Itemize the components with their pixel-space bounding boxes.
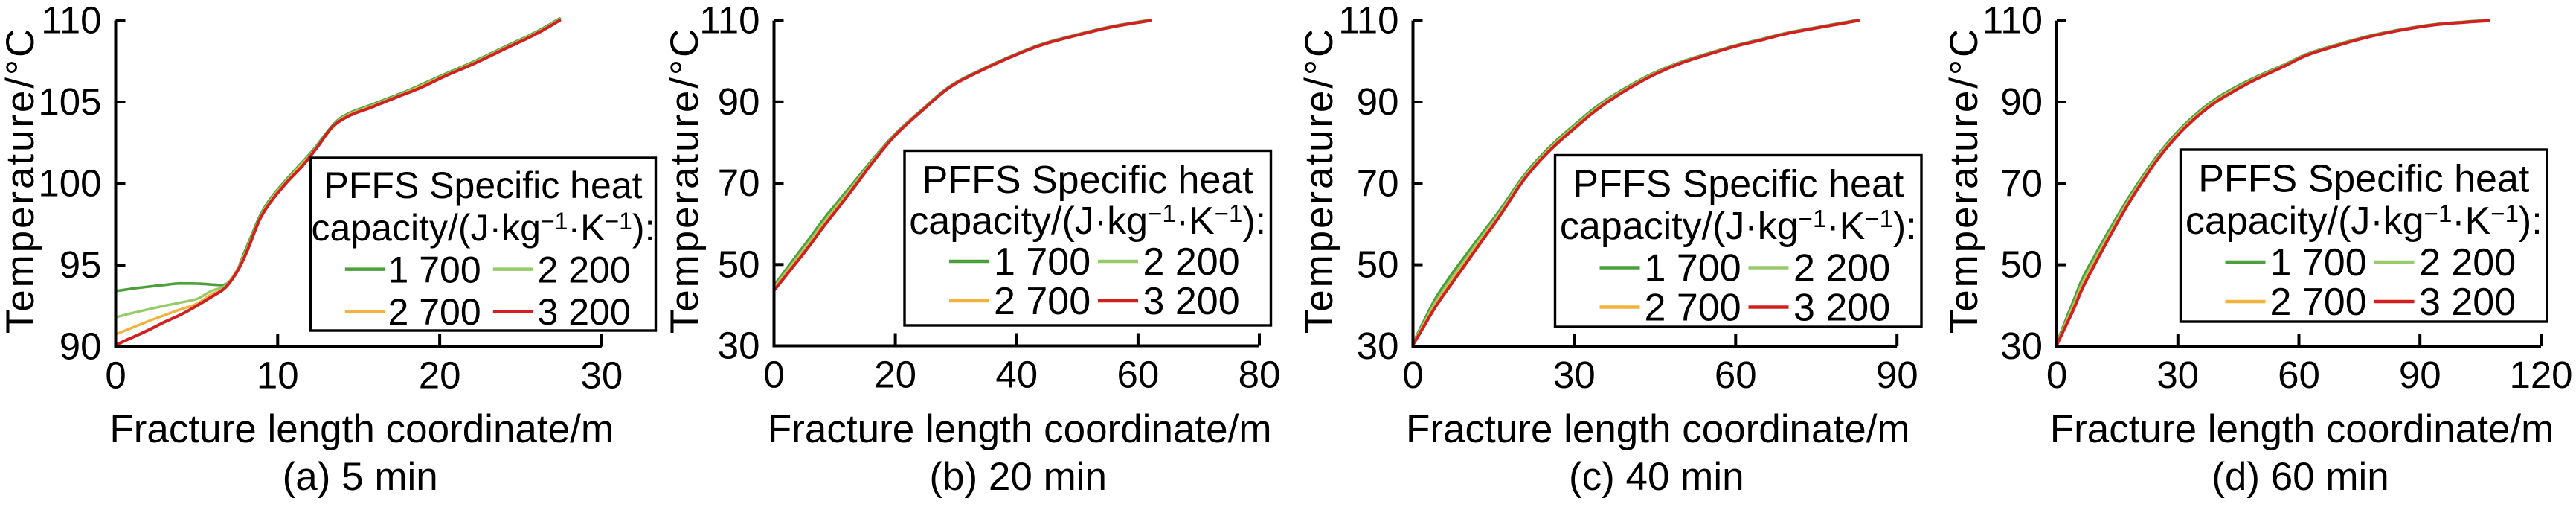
svg-text:30: 30 xyxy=(2000,325,2043,367)
svg-text:90: 90 xyxy=(2000,80,2043,123)
svg-text:2 700: 2 700 xyxy=(388,291,481,333)
svg-text:2 700: 2 700 xyxy=(1645,287,1741,330)
svg-text:80: 80 xyxy=(1239,354,1281,396)
svg-text:110: 110 xyxy=(1982,0,2043,42)
svg-text:105: 105 xyxy=(38,80,101,123)
svg-text:0: 0 xyxy=(763,354,784,396)
svg-text:100: 100 xyxy=(38,162,101,205)
svg-text:2 200: 2 200 xyxy=(2419,241,2516,284)
svg-text:50: 50 xyxy=(2000,243,2043,286)
svg-text:3 200: 3 200 xyxy=(1793,287,1890,330)
svg-text:1 700: 1 700 xyxy=(388,249,481,291)
svg-text:2 700: 2 700 xyxy=(2270,281,2367,324)
svg-text:110: 110 xyxy=(699,0,759,42)
svg-text:1 700: 1 700 xyxy=(1645,247,1741,290)
svg-text:Temperature/°C: Temperature/°C xyxy=(1942,27,1986,334)
svg-text:0: 0 xyxy=(105,354,126,397)
svg-text:20: 20 xyxy=(419,354,461,397)
svg-text:70: 70 xyxy=(718,162,760,204)
svg-text:2 200: 2 200 xyxy=(1143,240,1240,284)
svg-text:90: 90 xyxy=(718,80,760,123)
svg-text:capacity/(J·kg−1·K−1):: capacity/(J·kg−1·K−1): xyxy=(312,207,655,249)
svg-text:PFFS Specific heat: PFFS Specific heat xyxy=(324,165,643,206)
svg-text:10: 10 xyxy=(257,354,299,397)
svg-text:capacity/(J·kg−1·K−1):: capacity/(J·kg−1·K−1): xyxy=(909,200,1266,243)
svg-text:Temperature/°C: Temperature/°C xyxy=(0,27,42,334)
svg-text:3 200: 3 200 xyxy=(538,291,631,333)
svg-text:PFFS Specific heat: PFFS Specific heat xyxy=(1573,163,1904,206)
svg-text:2 200: 2 200 xyxy=(538,249,631,291)
svg-text:50: 50 xyxy=(1357,243,1399,286)
svg-text:3 200: 3 200 xyxy=(1143,280,1240,323)
svg-text:0: 0 xyxy=(1402,354,1423,396)
svg-text:20: 20 xyxy=(874,354,916,396)
svg-text:Fracture length coordinate/m: Fracture length coordinate/m xyxy=(109,407,614,451)
svg-text:1 700: 1 700 xyxy=(2270,241,2367,284)
svg-text:(a) 5 min: (a) 5 min xyxy=(283,455,438,499)
svg-text:60: 60 xyxy=(1715,354,1757,396)
svg-text:90: 90 xyxy=(2399,354,2441,396)
svg-text:95: 95 xyxy=(60,243,102,286)
svg-text:70: 70 xyxy=(2000,162,2043,204)
svg-text:60: 60 xyxy=(1117,354,1160,396)
svg-text:2 200: 2 200 xyxy=(1793,247,1890,290)
svg-text:90: 90 xyxy=(60,325,102,368)
svg-text:120: 120 xyxy=(2509,354,2572,396)
svg-text:(d) 60 min: (d) 60 min xyxy=(2212,455,2389,499)
svg-text:(c) 40 min: (c) 40 min xyxy=(1569,455,1744,499)
svg-text:2 700: 2 700 xyxy=(994,280,1091,323)
svg-text:30: 30 xyxy=(1553,354,1596,396)
svg-text:30: 30 xyxy=(581,354,623,397)
svg-text:30: 30 xyxy=(2156,354,2199,396)
svg-text:30: 30 xyxy=(718,325,760,367)
svg-text:Fracture length coordinate/m: Fracture length coordinate/m xyxy=(1406,407,1910,451)
svg-text:PFFS Specific heat: PFFS Specific heat xyxy=(2198,158,2530,201)
svg-text:40: 40 xyxy=(995,354,1038,396)
svg-text:Fracture length coordinate/m: Fracture length coordinate/m xyxy=(2050,407,2554,451)
svg-text:3 200: 3 200 xyxy=(2419,281,2516,324)
svg-text:PFFS Specific heat: PFFS Specific heat xyxy=(922,159,1254,202)
svg-text:Temperature/°C: Temperature/°C xyxy=(1297,27,1341,334)
svg-text:(b) 20 min: (b) 20 min xyxy=(929,455,1107,499)
svg-text:capacity/(J·kg−1·K−1):: capacity/(J·kg−1·K−1): xyxy=(1560,205,1917,248)
svg-text:60: 60 xyxy=(2278,354,2320,396)
svg-text:1 700: 1 700 xyxy=(994,240,1091,284)
svg-text:110: 110 xyxy=(41,0,101,42)
svg-text:0: 0 xyxy=(2046,354,2067,396)
svg-text:50: 50 xyxy=(718,243,760,285)
svg-text:Fracture length coordinate/m: Fracture length coordinate/m xyxy=(768,407,1272,451)
svg-text:30: 30 xyxy=(1357,325,1399,367)
svg-text:capacity/(J·kg−1·K−1):: capacity/(J·kg−1·K−1): xyxy=(2185,200,2543,243)
svg-text:90: 90 xyxy=(1876,354,1918,396)
svg-text:70: 70 xyxy=(1357,162,1399,204)
svg-text:90: 90 xyxy=(1357,80,1399,123)
svg-text:Temperature/°C: Temperature/°C xyxy=(663,27,707,334)
svg-text:110: 110 xyxy=(1338,0,1398,42)
